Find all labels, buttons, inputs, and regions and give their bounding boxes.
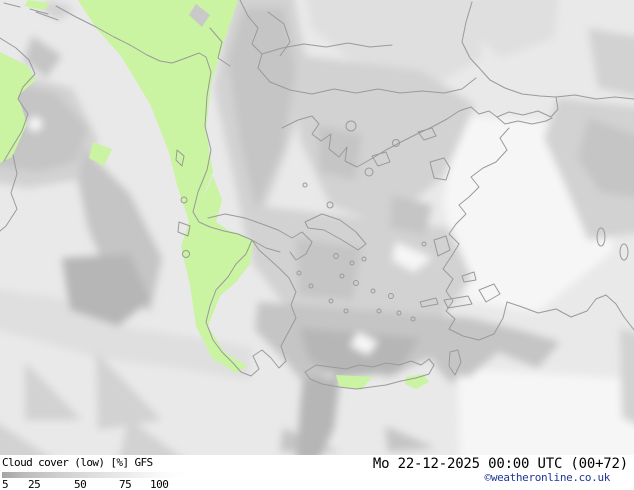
chios-island <box>433 235 451 257</box>
marmara-coastline <box>470 96 559 118</box>
chalkidiki-coastline <box>281 106 472 168</box>
samos-island <box>443 295 473 309</box>
clear-sky-layer <box>0 0 429 390</box>
zakynthos-island <box>182 250 190 258</box>
psara-island <box>421 241 427 247</box>
croatian-islands <box>3 2 59 21</box>
marmara-south-shore <box>496 116 553 125</box>
country-borders <box>209 0 477 95</box>
legend-tick: 5 <box>2 478 9 490</box>
samothrace-island <box>392 139 400 147</box>
crete-coastline <box>304 358 435 390</box>
forecast-datetime: Mo 22-12-2025 00:00 UTC (00+72) <box>372 456 628 472</box>
map-canvas <box>0 0 634 455</box>
map-title: Cloud cover (low) [%] GFS <box>2 456 153 469</box>
legend-tick: 25 <box>28 478 41 490</box>
limnos-island <box>371 151 391 167</box>
turkey-south-coastline <box>448 294 634 341</box>
cloud-level4 <box>62 254 420 455</box>
thasos-island <box>364 167 374 177</box>
lake-outline <box>596 227 606 247</box>
karpathos-island <box>448 349 462 376</box>
kos-island <box>461 271 477 283</box>
lefkada-island <box>180 196 188 204</box>
legend-gradient-bar <box>2 472 186 478</box>
ikaria-island <box>419 297 439 308</box>
cloud-level1 <box>0 0 559 380</box>
cloud-hole-in-clear-band <box>189 4 210 27</box>
black-sea-coastline <box>555 94 634 100</box>
peloponnese-coastline <box>205 239 297 377</box>
italy-heel-coastline <box>0 37 36 162</box>
euboea-island <box>304 213 367 251</box>
lake-outline <box>619 243 629 261</box>
gulf-north-shore <box>207 213 313 261</box>
rhodes-island <box>478 283 501 303</box>
lake-outline <box>345 120 357 132</box>
copyright-text: ©weatheronline.co.uk <box>484 471 611 484</box>
corfu-island <box>175 149 185 167</box>
cyclades-islands <box>296 182 416 322</box>
bulgaria-turkey-border <box>461 1 491 81</box>
lesbos-island <box>429 157 451 181</box>
balkan-coastline <box>55 5 281 253</box>
legend-tick: 75 <box>119 478 132 490</box>
calabria-coastline <box>0 154 18 232</box>
cloud-cover-map <box>0 0 634 455</box>
coastline-layer <box>0 0 634 390</box>
imbros-island <box>417 127 437 141</box>
cloud-shading-layer <box>0 0 634 455</box>
legend-tick: 50 <box>74 478 87 490</box>
turkey-west-coastline <box>442 127 510 330</box>
kefalonia-island <box>177 221 191 237</box>
cloud-holes <box>28 117 432 355</box>
legend-tick: 100 <box>150 478 169 490</box>
bulgaria-coastline <box>489 79 557 98</box>
